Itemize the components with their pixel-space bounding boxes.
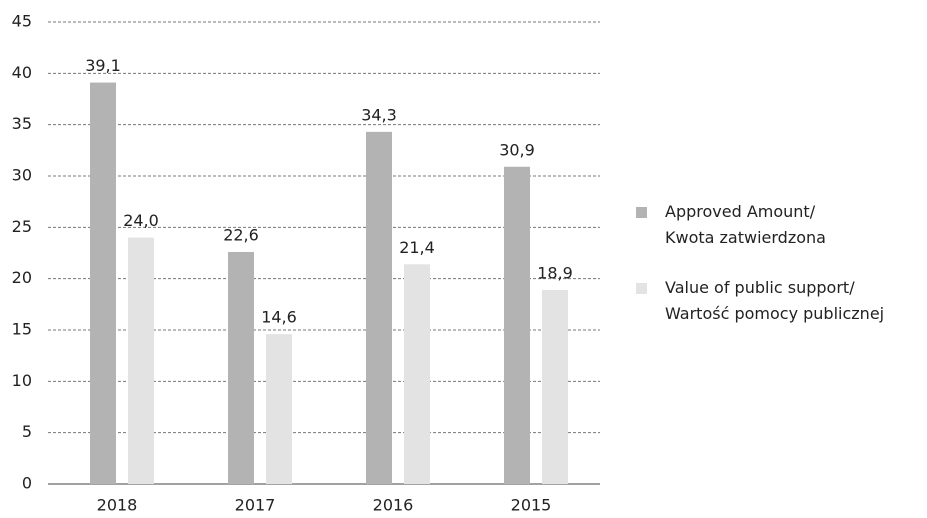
value-label: 18,9 [537,263,573,282]
y-tick-label: 20 [12,268,32,287]
bar [228,251,254,484]
legend-swatch [636,207,647,218]
x-tick-label: 2015 [511,496,552,515]
y-tick-label: 25 [12,217,32,236]
value-label: 30,9 [499,140,535,159]
x-tick-label: 2016 [373,496,414,515]
y-tick-label: 0 [22,474,32,493]
bar [404,264,430,484]
bar [128,237,154,484]
y-tick-label: 45 [12,12,32,31]
legend-label: Value of public support/ Wartość pomocy … [665,278,885,323]
y-tick-label: 15 [12,320,32,339]
bar [366,131,392,484]
legend-swatch [636,283,647,294]
bar [266,334,292,484]
value-label: 24,0 [123,211,159,230]
y-tick-label: 10 [12,371,32,390]
x-tick-label: 2018 [97,496,138,515]
value-label: 21,4 [399,238,435,257]
x-tick-label: 2017 [235,496,276,515]
value-label: 14,6 [261,308,297,327]
legend-label: Approved Amount/ Kwota zatwierdzona [665,202,826,247]
y-tick-label: 40 [12,63,32,82]
y-tick-label: 35 [12,114,32,133]
bar [90,82,116,484]
bar [504,166,530,484]
bar [542,289,568,484]
y-tick-label: 30 [12,166,32,185]
value-label: 34,3 [361,105,397,124]
y-tick-label: 5 [22,422,32,441]
value-label: 22,6 [223,225,259,244]
value-label: 39,1 [85,56,121,75]
